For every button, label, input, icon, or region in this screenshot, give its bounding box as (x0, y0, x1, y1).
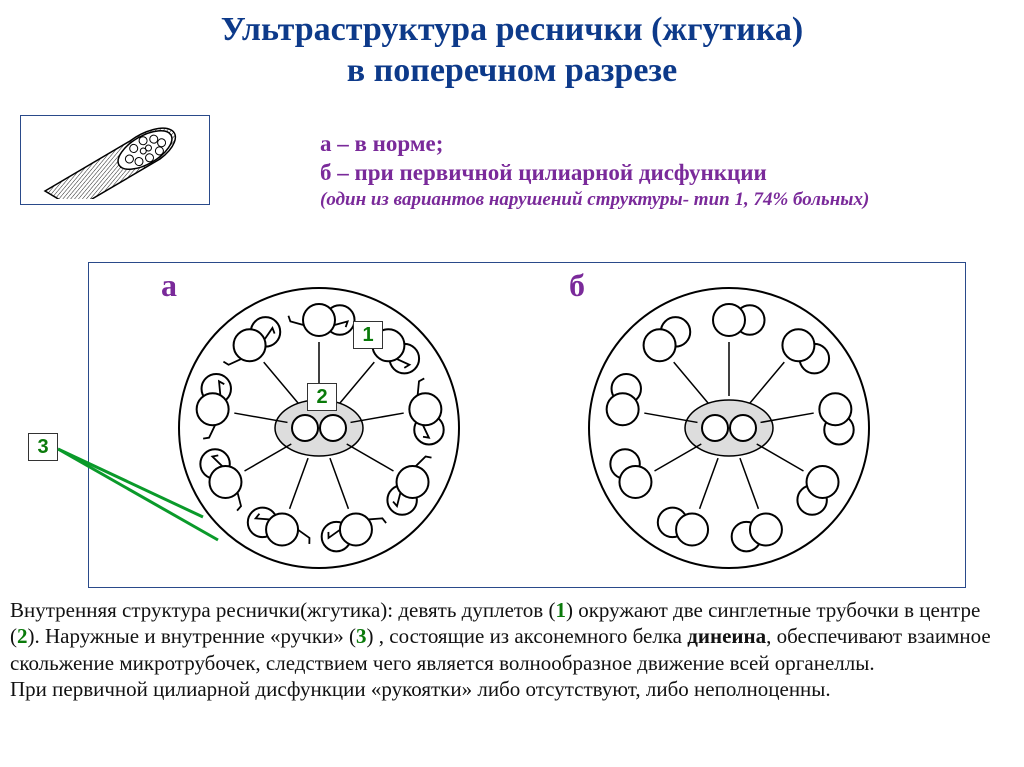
panel-b-label: б (569, 267, 585, 304)
cilium-3d-inset (20, 115, 210, 205)
label-2: 2 (307, 383, 337, 411)
title-line-1: Ультраструктура реснички (жгутика) (221, 11, 803, 48)
legend-b: б – при первичной цилиарной дисфункции (320, 159, 960, 188)
legend: а – в норме; б – при первичной цилиарной… (320, 130, 960, 211)
label-1: 1 (353, 321, 383, 349)
legend-sub: (один из вариантов нарушений структуры- … (320, 188, 960, 212)
title-line-2: в поперечном разрезе (347, 52, 677, 89)
body-text: Внутренняя структура реснички(жгутика): … (10, 597, 1014, 702)
page-title: Ультраструктура реснички (жгутика) в поп… (0, 0, 1024, 92)
callout-lines (0, 262, 300, 588)
legend-a: а – в норме; (320, 130, 960, 159)
